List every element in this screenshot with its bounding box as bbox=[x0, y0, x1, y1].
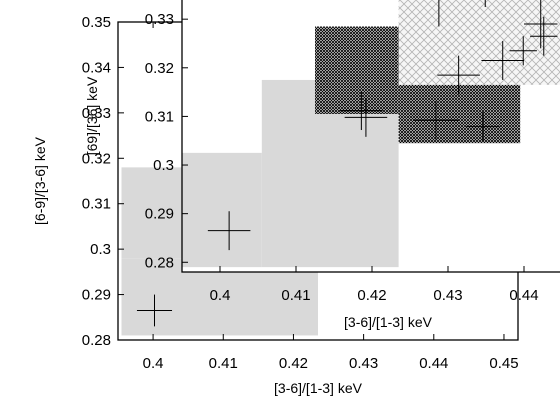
inset-y-tick-label-4: 0.32 bbox=[145, 60, 174, 77]
inset-data-point-1 bbox=[340, 91, 383, 131]
outer-data-point-0 bbox=[136, 294, 173, 327]
inset-y-tick-label-0: 0.28 bbox=[145, 254, 174, 271]
outer-y-tick-label-2: 0.3 bbox=[90, 241, 111, 258]
outer-x-axis-label: [3-6]/[1-3] keV bbox=[274, 380, 363, 396]
outer-y-tick-label-5: 0.33 bbox=[82, 105, 111, 122]
outer-y-tick-label-3: 0.31 bbox=[82, 196, 111, 213]
outer-x-tick-label-4: 0.44 bbox=[419, 355, 448, 372]
outer-x-tick-label-2: 0.42 bbox=[279, 355, 308, 372]
inset-data-points bbox=[207, 0, 558, 251]
inset-data-point-2 bbox=[344, 97, 388, 137]
inset-data-point-7 bbox=[437, 55, 480, 95]
outer-y-axis-label: [6-9]/[3-6] keV bbox=[32, 136, 48, 225]
inset-y-tick-label-2: 0.3 bbox=[153, 157, 174, 174]
inset-y-tick-label-1: 0.29 bbox=[145, 206, 174, 223]
inset-x-tick-label-1: 0.41 bbox=[281, 287, 310, 304]
inset-region-0 bbox=[182, 152, 262, 268]
inset-x-tick-label-0: 0.4 bbox=[210, 287, 231, 304]
outer-y-tick-label-6: 0.34 bbox=[82, 59, 111, 76]
outer-y-tick-label-0: 0.28 bbox=[82, 332, 111, 349]
inset-data-point-3 bbox=[413, 100, 459, 140]
inset-region-3 bbox=[398, 84, 521, 144]
inset-data-point-4 bbox=[466, 112, 500, 142]
inset-x-ticks: 0.4 0.41 0.42 0.43 0.44 bbox=[210, 266, 539, 304]
inset-region-4 bbox=[398, 0, 560, 85]
inset-x-axis-label: [3-6]/[1-3] keV bbox=[344, 314, 433, 330]
outer-y-tick-label-1: 0.29 bbox=[82, 287, 111, 304]
outer-x-tick-label-3: 0.43 bbox=[349, 355, 378, 372]
inset-y-axis-label: [69]/[36] keV bbox=[84, 76, 100, 155]
inset-y-tick-label-3: 0.31 bbox=[145, 108, 174, 125]
inset-data-point-9 bbox=[509, 36, 537, 66]
outer-y-tick-label-4: 0.32 bbox=[82, 150, 111, 167]
inset-data-point-5 bbox=[438, 0, 440, 27]
outer-x-tick-label-5: 0.45 bbox=[489, 355, 518, 372]
inset-region-2 bbox=[315, 26, 399, 114]
outer-x-tick-label-0: 0.4 bbox=[143, 355, 164, 372]
inset-x-tick-label-2: 0.42 bbox=[357, 287, 386, 304]
inset-x-tick-label-4: 0.44 bbox=[509, 287, 538, 304]
inset-data-point-10 bbox=[530, 16, 558, 56]
inset-data-point-11 bbox=[524, 0, 558, 49]
inset-y-tick-label-5: 0.33 bbox=[145, 11, 174, 28]
outer-y-tick-label-7: 0.35 bbox=[82, 14, 111, 31]
inset-data-point-0 bbox=[207, 211, 251, 251]
outer-y-ticks: 0.28 0.29 0.3 0.31 0.32 0.33 0.34 0.35 bbox=[82, 14, 124, 349]
inset-x-tick-label-3: 0.43 bbox=[433, 287, 462, 304]
inset-plot: 0.4 0.41 0.42 0.43 0.44 0.28 0.29 0.3 0.31 0.32 0… bbox=[84, 0, 560, 330]
inset-shaded-regions bbox=[182, 0, 560, 268]
inset-data-point-8 bbox=[481, 41, 524, 80]
outer-x-tick-label-1: 0.41 bbox=[209, 355, 238, 372]
inset-y-ticks: 0.280.290.30.310.320.330.34 bbox=[145, 11, 188, 271]
